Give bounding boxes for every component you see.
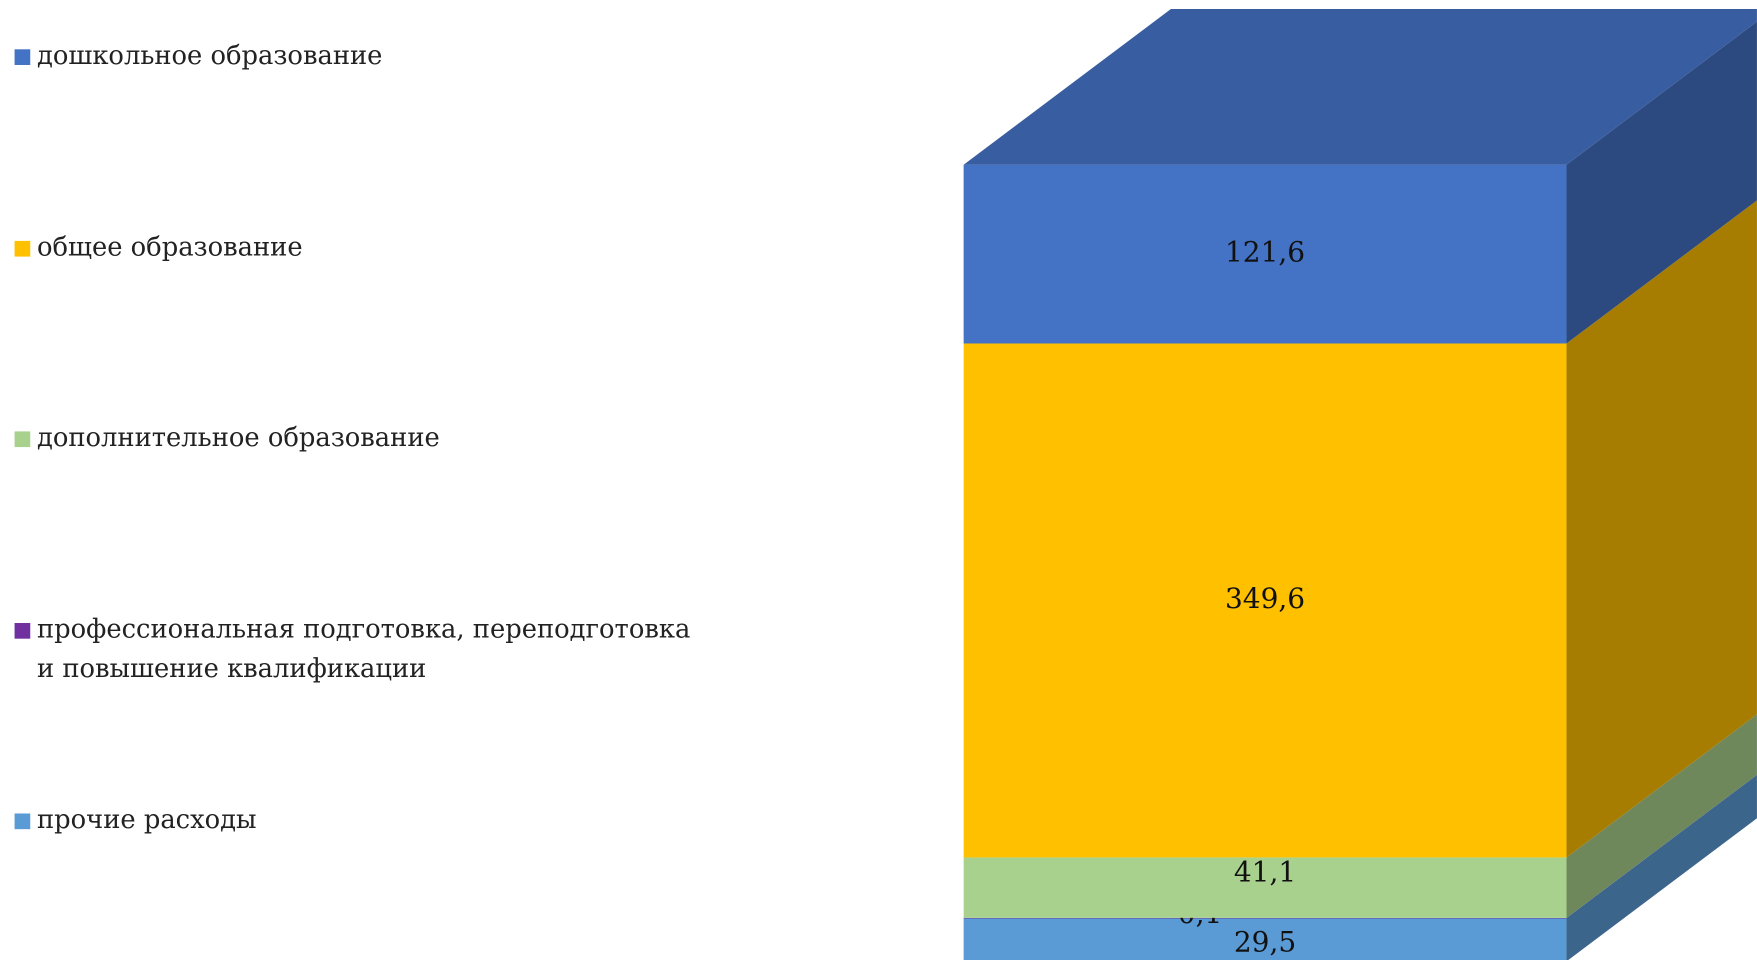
bar-segment xyxy=(963,918,1567,960)
legend-swatch xyxy=(14,622,31,639)
legend-item: профессиональная подготовка, переподгото… xyxy=(14,610,710,688)
legend-swatch xyxy=(14,49,31,65)
legend-label: дополнительное образование xyxy=(36,423,440,453)
data-label: 349,6 xyxy=(1225,582,1305,615)
legend-swatch xyxy=(14,813,31,830)
bar-segment xyxy=(963,343,1567,858)
legend-swatch xyxy=(14,431,31,448)
bar-side xyxy=(1566,774,1757,919)
bar-side xyxy=(1566,714,1757,918)
legend-item: дошкольное образование xyxy=(14,37,710,76)
bar-segment xyxy=(963,917,1567,919)
legend-item: прочие расходы xyxy=(14,801,710,840)
legend-label: прочие расходы xyxy=(36,805,257,835)
legend-label: общее образование xyxy=(36,232,303,262)
data-label: 41,1 xyxy=(1234,856,1296,889)
legend-item: общее образование xyxy=(14,228,710,267)
bar-side xyxy=(1566,21,1757,344)
data-label: 29,5 xyxy=(1234,926,1296,959)
bar-segment xyxy=(963,164,1567,344)
legend-item: дополнительное образование xyxy=(14,419,710,458)
legend-label: дошкольное образование xyxy=(36,41,383,71)
legend-swatch xyxy=(14,240,31,257)
legend-label: профессиональная подготовка, переподгото… xyxy=(36,614,691,683)
bar-segment xyxy=(963,857,1567,918)
bar-side xyxy=(1566,774,1757,960)
data-label: 121,6 xyxy=(1225,236,1305,269)
bar-top xyxy=(963,8,1757,165)
bar-side xyxy=(1566,200,1757,858)
